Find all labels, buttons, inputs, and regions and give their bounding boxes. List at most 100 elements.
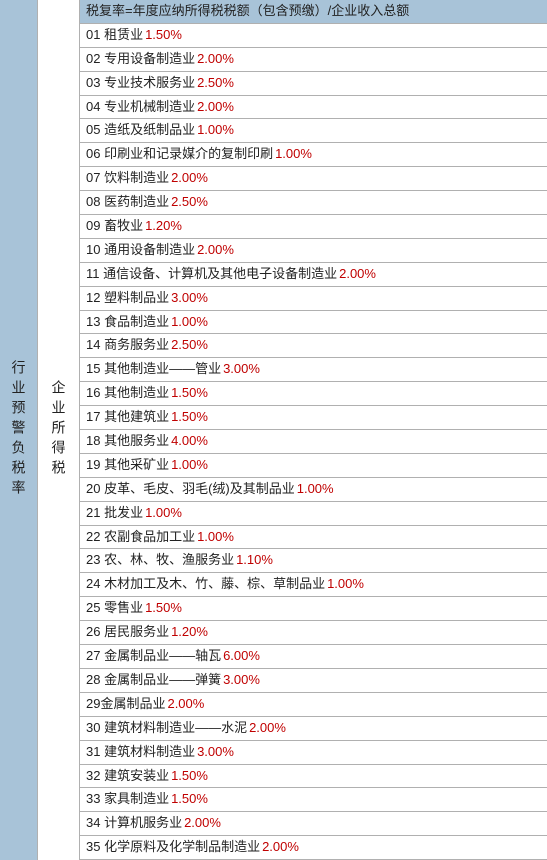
tax-rate-value: 2.50% xyxy=(171,337,208,354)
table-row: 05 造纸及纸制品业 1.00% xyxy=(80,119,547,143)
tax-rate-value: 1.50% xyxy=(171,409,208,426)
tax-rate-value: 2.00% xyxy=(262,839,299,856)
industry-label: 32 建筑安装业 xyxy=(86,768,169,785)
industry-label: 25 零售业 xyxy=(86,600,143,617)
industry-label: 23 农、林、牧、渔服务业 xyxy=(86,552,234,569)
table-row: 16 其他制造业 1.50% xyxy=(80,382,547,406)
tax-rate-value: 1.20% xyxy=(145,218,182,235)
tax-rate-value: 2.00% xyxy=(197,242,234,259)
tax-rate-value: 2.00% xyxy=(167,696,204,713)
tax-rate-value: 2.00% xyxy=(249,720,286,737)
industry-label: 18 其他服务业 xyxy=(86,433,169,450)
industry-label: 05 造纸及纸制品业 xyxy=(86,122,195,139)
tax-rate-value: 1.50% xyxy=(171,791,208,808)
table-row: 31 建筑材料制造业 3.00% xyxy=(80,741,547,765)
table-row: 08 医药制造业 2.50% xyxy=(80,191,547,215)
industry-label: 02 专用设备制造业 xyxy=(86,51,195,68)
tax-rate-value: 1.50% xyxy=(145,27,182,44)
table-row: 12 塑料制品业 3.00% xyxy=(80,287,547,311)
table-row: 18 其他服务业 4.00% xyxy=(80,430,547,454)
tax-rate-value: 2.00% xyxy=(339,266,376,283)
industry-label: 31 建筑材料制造业 xyxy=(86,744,195,761)
table-row: 06 印刷业和记录媒介的复制印刷 1.00% xyxy=(80,143,547,167)
industry-label: 27 金属制品业——轴瓦 xyxy=(86,648,221,665)
tax-rate-value: 1.00% xyxy=(197,122,234,139)
table-row: 09 畜牧业 1.20% xyxy=(80,215,547,239)
industry-label: 33 家具制造业 xyxy=(86,791,169,808)
tax-rate-table: 行业预警负税率 企业所得税 税复率=年度应纳所得税税额（包含预缴）/企业收入总额… xyxy=(0,0,547,860)
table-row: 13 食品制造业 1.00% xyxy=(80,311,547,335)
tax-rate-value: 1.00% xyxy=(171,457,208,474)
table-row: 14 商务服务业 2.50% xyxy=(80,334,547,358)
industry-label: 28 金属制品业——弹簧 xyxy=(86,672,221,689)
table-row: 35 化学原料及化学制品制造业 2.00% xyxy=(80,836,547,860)
data-column: 税复率=年度应纳所得税税额（包含预缴）/企业收入总额 01 租赁业 1.50%0… xyxy=(80,0,547,860)
table-row: 28 金属制品业——弹簧 3.00% xyxy=(80,669,547,693)
table-row: 24 木材加工及木、竹、藤、棕、草制品业 1.00% xyxy=(80,573,547,597)
tax-rate-value: 6.00% xyxy=(223,648,260,665)
industry-label: 21 批发业 xyxy=(86,505,143,522)
table-row: 15 其他制造业——管业 3.00% xyxy=(80,358,547,382)
formula-header: 税复率=年度应纳所得税税额（包含预缴）/企业收入总额 xyxy=(80,0,547,24)
table-row: 23 农、林、牧、渔服务业 1.10% xyxy=(80,549,547,573)
table-row: 02 专用设备制造业 2.00% xyxy=(80,48,547,72)
tax-rate-value: 2.00% xyxy=(197,51,234,68)
industry-label: 19 其他采矿业 xyxy=(86,457,169,474)
table-row: 03 专业技术服务业 2.50% xyxy=(80,72,547,96)
tax-rate-value: 4.00% xyxy=(171,433,208,450)
industry-label: 09 畜牧业 xyxy=(86,218,143,235)
category-column: 行业预警负税率 xyxy=(0,0,38,860)
tax-rate-value: 1.00% xyxy=(327,576,364,593)
table-row: 10 通用设备制造业 2.00% xyxy=(80,239,547,263)
industry-label: 08 医药制造业 xyxy=(86,194,169,211)
table-row: 17 其他建筑业 1.50% xyxy=(80,406,547,430)
table-row: 01 租赁业 1.50% xyxy=(80,24,547,48)
industry-label: 35 化学原料及化学制品制造业 xyxy=(86,839,260,856)
table-row: 29金属制品业 2.00% xyxy=(80,693,547,717)
tax-rate-value: 1.20% xyxy=(171,624,208,641)
table-row: 04 专业机械制造业 2.00% xyxy=(80,96,547,120)
tax-rate-value: 2.00% xyxy=(171,170,208,187)
tax-rate-value: 3.00% xyxy=(171,290,208,307)
industry-label: 29金属制品业 xyxy=(86,696,165,713)
industry-label: 26 居民服务业 xyxy=(86,624,169,641)
industry-label: 34 计算机服务业 xyxy=(86,815,182,832)
tax-rate-value: 1.00% xyxy=(275,146,312,163)
industry-label: 13 食品制造业 xyxy=(86,314,169,331)
table-row: 22 农副食品加工业 1.00% xyxy=(80,526,547,550)
industry-label: 24 木材加工及木、竹、藤、棕、草制品业 xyxy=(86,576,325,593)
industry-label: 14 商务服务业 xyxy=(86,337,169,354)
industry-label: 16 其他制造业 xyxy=(86,385,169,402)
tax-rate-value: 1.10% xyxy=(236,552,273,569)
category-label: 行业预警负税率 xyxy=(9,360,29,500)
tax-rate-value: 1.50% xyxy=(145,600,182,617)
industry-label: 06 印刷业和记录媒介的复制印刷 xyxy=(86,146,273,163)
industry-label: 10 通用设备制造业 xyxy=(86,242,195,259)
table-row: 19 其他采矿业 1.00% xyxy=(80,454,547,478)
tax-rate-value: 1.50% xyxy=(171,768,208,785)
table-row: 11 通信设备、计算机及其他电子设备制造业 2.00% xyxy=(80,263,547,287)
rows-container: 01 租赁业 1.50%02 专用设备制造业 2.00%03 专业技术服务业 2… xyxy=(80,24,547,860)
tax-rate-value: 2.00% xyxy=(197,99,234,116)
tax-rate-value: 1.50% xyxy=(171,385,208,402)
tax-rate-value: 3.00% xyxy=(223,361,260,378)
tax-type-label: 企业所得税 xyxy=(49,380,69,480)
industry-label: 30 建筑材料制造业——水泥 xyxy=(86,720,247,737)
table-row: 20 皮革、毛皮、羽毛(绒)及其制品业 1.00% xyxy=(80,478,547,502)
industry-label: 11 通信设备、计算机及其他电子设备制造业 xyxy=(86,266,337,283)
table-row: 30 建筑材料制造业——水泥 2.00% xyxy=(80,717,547,741)
industry-label: 12 塑料制品业 xyxy=(86,290,169,307)
tax-rate-value: 2.50% xyxy=(171,194,208,211)
tax-type-column: 企业所得税 xyxy=(38,0,80,860)
industry-label: 01 租赁业 xyxy=(86,27,143,44)
table-row: 33 家具制造业 1.50% xyxy=(80,788,547,812)
tax-rate-value: 2.50% xyxy=(197,75,234,92)
tax-rate-value: 1.00% xyxy=(145,505,182,522)
industry-label: 04 专业机械制造业 xyxy=(86,99,195,116)
table-row: 27 金属制品业——轴瓦 6.00% xyxy=(80,645,547,669)
table-row: 26 居民服务业 1.20% xyxy=(80,621,547,645)
industry-label: 20 皮革、毛皮、羽毛(绒)及其制品业 xyxy=(86,481,295,498)
industry-label: 07 饮料制造业 xyxy=(86,170,169,187)
tax-rate-value: 1.00% xyxy=(297,481,334,498)
industry-label: 15 其他制造业——管业 xyxy=(86,361,221,378)
